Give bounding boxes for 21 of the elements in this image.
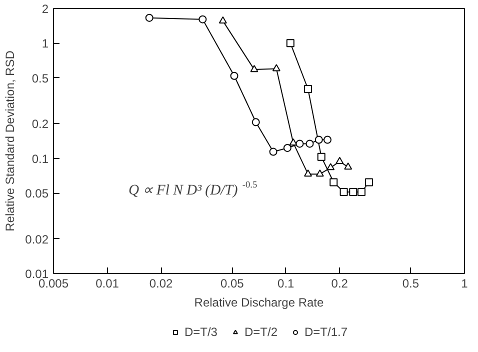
x-tick-label: 0.05: [220, 276, 244, 290]
y-tick-label: 2: [42, 2, 49, 16]
y-tick-label: 0.1: [32, 152, 49, 166]
legend-label: D=T/3: [184, 325, 218, 339]
x-tick-label: 0.5: [402, 276, 420, 290]
y-tick-label: 0.2: [32, 117, 49, 132]
x-tick-label: 0.005: [38, 276, 69, 290]
y-axis-title: Relative Standard Deviation, RSD: [3, 50, 18, 232]
y-tick-label: 0.5: [32, 71, 49, 86]
x-tick-label: 0.01: [96, 276, 120, 290]
x-tick-label: 1: [461, 276, 468, 290]
legend-label: D=T/2: [244, 325, 278, 339]
x-tick-label: 0.02: [149, 276, 174, 290]
legend-label: D=T/1.7: [304, 325, 348, 339]
annotation: Q ∝ Fl N D³ (D/T)-0.5: [128, 180, 258, 198]
x-tick-label: 0.2: [331, 276, 348, 290]
y-tick-label: 0.05: [25, 186, 49, 201]
x-axis-title: Relative Discharge Rate: [194, 296, 324, 310]
y-tick-label: 0.02: [25, 232, 49, 246]
y-tick-label: 1: [42, 36, 49, 51]
x-tick-label: 0.1: [278, 276, 295, 290]
